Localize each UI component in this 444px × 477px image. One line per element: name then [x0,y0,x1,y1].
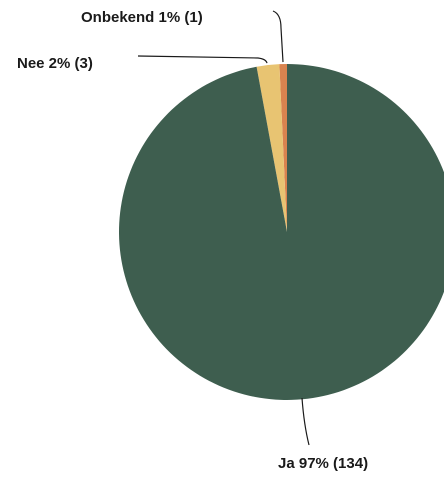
slice-label-ja: Ja 97% (134) [278,455,368,472]
slice-label-onbekend: Onbekend 1% (1) [81,9,203,26]
leader-line-ja [301,397,310,446]
pie-slice-onbekend [279,64,287,232]
slice-label-nee: Nee 2% (3) [17,55,93,72]
leader-line-nee [137,55,268,64]
pie-slice-ja [119,64,444,400]
leader-line-onbekend [272,10,284,63]
pie-slice-nee [256,64,287,232]
